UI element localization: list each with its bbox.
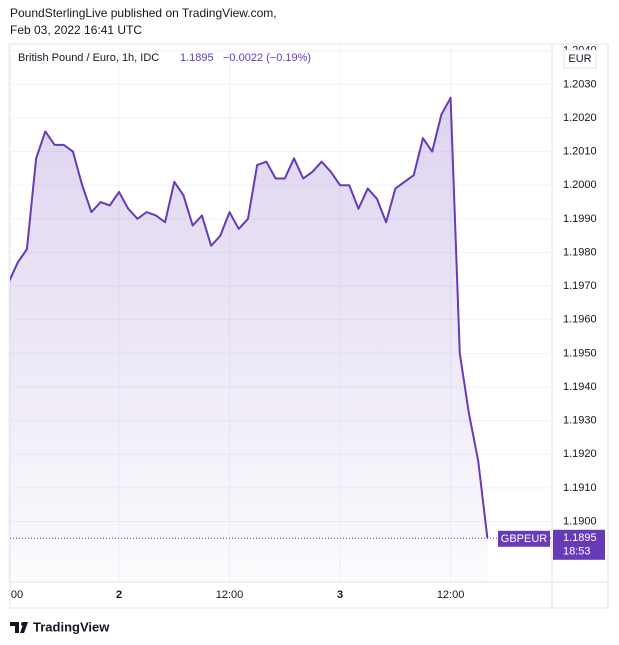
brand: TradingView (33, 619, 110, 634)
y-tick-label: 1.1940 (563, 381, 597, 393)
y-tick-label: 1.1960 (563, 314, 597, 326)
y-tick-label: 1.1980 (563, 246, 597, 258)
y-tick-label: 1.2000 (563, 179, 597, 191)
y-tick-label: 1.1970 (563, 280, 597, 292)
symbol-box (498, 530, 550, 547)
last-price: GBPEUR 1.1895 18:53 (498, 529, 605, 560)
x-tick-label: 00 (11, 589, 23, 601)
y-tick-label: 1.1990 (563, 213, 597, 225)
brand-logo (10, 622, 28, 633)
y-tick-label: 1.1920 (563, 448, 597, 460)
symbol-label: GBPEUR (501, 533, 548, 545)
legend-title: British Pound / Euro, 1h, IDC (18, 52, 159, 64)
area (10, 97, 488, 582)
currency: EUR (568, 53, 591, 65)
price-label: 1.1895 (563, 532, 597, 544)
x-tick-label: 3 (337, 589, 343, 601)
y-tick-label: 1.1900 (563, 515, 597, 527)
y-tick-label: 1.1910 (563, 482, 597, 494)
plot (10, 96, 552, 582)
y-tick-label: 1.1950 (563, 347, 597, 359)
y-tick-label: 1.2020 (563, 112, 597, 124)
y-tick-label: 1.2030 (563, 78, 597, 90)
legend-price: 1.1895 (180, 52, 214, 64)
date: Feb 03, 2022 16:41 UTC (10, 23, 142, 37)
y-tick-label: 1.1930 (563, 415, 597, 427)
x-tick-label: 12:00 (216, 589, 244, 601)
y-tick-label: 1.2010 (563, 146, 597, 158)
currency-box (563, 49, 597, 69)
price-box (553, 529, 605, 560)
x-tick-label: 12:00 (437, 589, 465, 601)
x-tick-label: 2 (116, 589, 122, 601)
legend-change: −0.0022 (−0.19%) (223, 52, 311, 64)
axes: 1.1900 1.1910 1.1920 1.1930 1.1940 1.1950 1.19… (11, 45, 597, 601)
line (10, 96, 489, 539)
countdown: 18:53 (563, 546, 591, 558)
publisher: PoundSterlingLive published on TradingVi… (10, 6, 277, 20)
